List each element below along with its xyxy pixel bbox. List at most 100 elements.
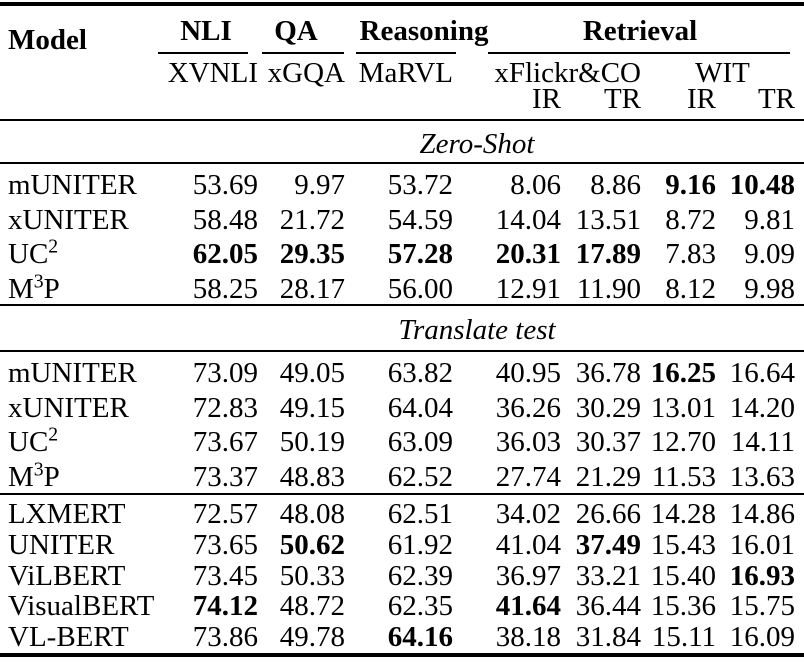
value-cell: 33.21 [575, 559, 641, 592]
value-cell: 58.48 [192, 203, 258, 236]
value-cell: 15.36 [650, 590, 716, 623]
column-group-reasoning: Reasoning [359, 15, 489, 47]
value-cell: 14.86 [729, 498, 795, 530]
table-row: mUNITER 73.09 49.05 63.82 40.95 36.78 16.25 16.… [0, 356, 804, 391]
bottom-rule [0, 653, 804, 657]
table-row: VL-BERT 73.86 49.78 64.16 38.18 31.84 15.11 16.… [0, 622, 804, 653]
model-name-cell: xUNITER [8, 391, 129, 424]
value-cell: 72.83 [192, 391, 258, 424]
value-cell: 41.64 [495, 590, 561, 623]
value-cell: 57.28 [387, 238, 453, 270]
value-cell: 64.04 [387, 391, 453, 424]
value-cell: 9.09 [744, 238, 795, 270]
value-cell: 26.66 [575, 498, 641, 530]
value-cell: 53.72 [387, 169, 453, 201]
value-cell: 53.69 [192, 169, 258, 201]
section-label-translate-test: Translate test [398, 314, 556, 346]
value-cell: 20.31 [495, 238, 561, 270]
value-cell: 13.51 [575, 203, 641, 236]
value-cell: 9.16 [665, 169, 716, 201]
measure-wit-ir: IR [687, 83, 716, 115]
value-cell: 48.08 [279, 498, 345, 530]
table-row: M3P 73.37 48.83 62.52 27.74 21.29 11.53 13.63 [0, 457, 804, 495]
cmidrule-retrieval [488, 52, 790, 54]
cmidrule-nli [158, 52, 248, 54]
model-name-cell: LXMERT [8, 498, 126, 530]
value-cell: 54.59 [387, 203, 453, 236]
value-cell: 11.53 [651, 460, 716, 493]
translate-test-top-rule [0, 350, 804, 352]
value-cell: 16.09 [729, 621, 795, 654]
value-cell: 8.12 [665, 272, 716, 305]
value-cell: 73.45 [192, 559, 258, 592]
model-name-superscript: 3 [33, 457, 44, 480]
value-cell: 61.92 [387, 528, 453, 561]
model-name-superscript: 2 [48, 423, 59, 446]
value-cell: 15.11 [651, 621, 716, 654]
value-cell: 14.11 [730, 426, 795, 458]
value-cell: 16.25 [650, 357, 716, 389]
value-cell: 36.26 [495, 391, 561, 424]
value-cell: 15.43 [650, 528, 716, 561]
column-group-nli: NLI [180, 15, 232, 47]
value-cell: 73.09 [192, 357, 258, 389]
value-cell: 62.05 [192, 238, 258, 270]
value-cell: 15.75 [729, 590, 795, 623]
table-row: xUNITER 58.48 21.72 54.59 14.04 13.51 8.72 9.81 [0, 203, 804, 238]
zero-shot-bottom-rule [0, 304, 804, 306]
value-cell: 21.72 [279, 203, 345, 236]
value-cell: 30.29 [575, 391, 641, 424]
value-cell: 49.05 [279, 357, 345, 389]
value-cell: 63.82 [387, 357, 453, 389]
value-cell: 21.29 [575, 460, 641, 493]
value-cell: 31.84 [575, 621, 641, 654]
subheader-xflickrco: xFlickr&CO [494, 57, 641, 89]
value-cell: 73.67 [192, 426, 258, 458]
value-cell: 27.74 [495, 460, 561, 493]
value-cell: 28.17 [279, 272, 345, 305]
column-header-model: Model [8, 24, 87, 56]
model-name-cell: ViLBERT [8, 559, 126, 592]
value-cell: 16.64 [729, 357, 795, 389]
value-cell: 15.40 [650, 559, 716, 592]
table-row: mUNITER 53.69 9.97 53.72 8.06 8.86 9.16 10.48 [0, 168, 804, 203]
value-cell: 73.65 [192, 528, 258, 561]
value-cell: 58.25 [192, 272, 258, 305]
model-name-cell: UNITER [8, 528, 115, 561]
model-name-cell: mUNITER [8, 357, 137, 389]
value-cell: 17.89 [575, 238, 641, 270]
value-cell: 9.81 [744, 203, 795, 236]
subheader-marvl: MaRVL [358, 57, 453, 89]
value-cell: 49.78 [279, 621, 345, 654]
measure-empty [258, 84, 345, 114]
model-name-cell: VisualBERT [8, 590, 155, 623]
header-bottom-rule [0, 119, 804, 121]
value-cell: 72.57 [192, 498, 258, 530]
subheader-wit: WIT [695, 57, 750, 89]
cmidrule-reasoning [356, 52, 456, 54]
value-cell: 56.00 [387, 272, 453, 305]
value-cell: 50.19 [279, 426, 345, 458]
value-cell: 13.01 [650, 391, 716, 424]
subheader-row: XVNLI xGQA MaRVL xFlickr&CO WIT [0, 58, 804, 88]
section-label-zero-shot: Zero-Shot [419, 128, 535, 160]
value-cell: 9.98 [744, 272, 795, 305]
value-cell: 14.28 [650, 498, 716, 530]
value-cell: 50.62 [279, 528, 345, 561]
value-cell: 11.90 [576, 272, 641, 305]
table-row: LXMERT 72.57 48.08 62.51 34.02 26.66 14.28 14.8… [0, 499, 804, 530]
measure-empty [345, 84, 453, 114]
translate-test-mid-rule [0, 493, 804, 495]
measure-wit-tr: TR [757, 83, 795, 115]
value-cell: 29.35 [279, 238, 345, 270]
value-cell: 49.15 [279, 391, 345, 424]
model-name-cell: M3P [8, 457, 60, 493]
value-cell: 7.83 [665, 238, 716, 270]
value-cell: 48.83 [279, 460, 345, 493]
value-cell: 48.72 [279, 590, 345, 623]
value-cell: 14.04 [495, 203, 561, 236]
value-cell: 38.18 [495, 621, 561, 654]
measure-xflickr-tr: TR [603, 83, 641, 115]
value-cell: 50.33 [279, 559, 345, 592]
